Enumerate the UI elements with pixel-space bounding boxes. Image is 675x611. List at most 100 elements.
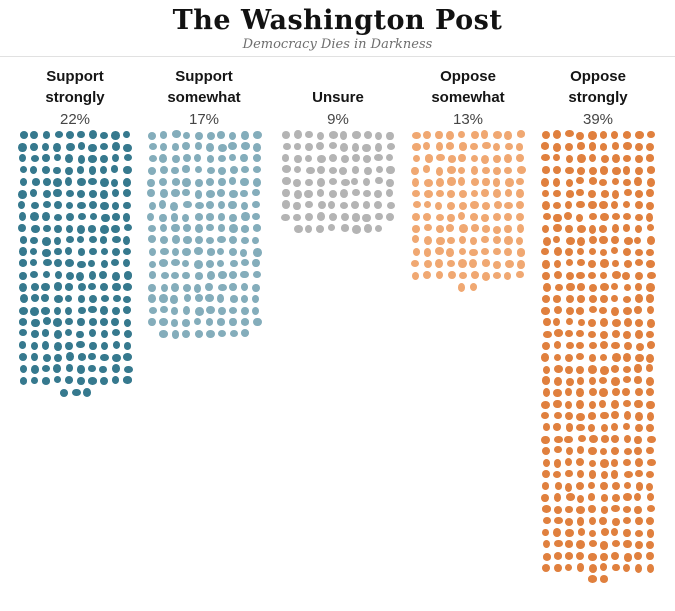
dot bbox=[542, 365, 550, 375]
category-label-line: somewhat bbox=[167, 89, 241, 106]
dot bbox=[171, 188, 180, 197]
dot bbox=[77, 155, 86, 164]
dot bbox=[588, 142, 597, 151]
dot bbox=[182, 178, 191, 187]
dot bbox=[634, 399, 643, 409]
dot bbox=[101, 213, 110, 223]
dot bbox=[183, 283, 192, 292]
dot bbox=[492, 260, 501, 270]
dot bbox=[554, 540, 563, 548]
dot bbox=[253, 154, 262, 162]
dot bbox=[100, 341, 108, 350]
dot bbox=[112, 341, 120, 349]
dot bbox=[30, 330, 39, 339]
dot bbox=[611, 294, 619, 303]
dot bbox=[588, 305, 598, 314]
dot bbox=[577, 259, 585, 267]
dot bbox=[31, 225, 40, 234]
dot bbox=[576, 329, 585, 337]
dot bbox=[159, 143, 168, 151]
dot bbox=[42, 270, 51, 278]
dot bbox=[554, 329, 563, 337]
dot bbox=[611, 377, 620, 387]
dot bbox=[553, 506, 563, 515]
dot bbox=[424, 260, 433, 269]
dot bbox=[216, 259, 225, 267]
dot bbox=[64, 295, 73, 303]
dot bbox=[412, 143, 421, 151]
dot bbox=[66, 143, 75, 152]
dot bbox=[194, 307, 204, 316]
dot bbox=[646, 482, 654, 491]
dot bbox=[599, 178, 608, 186]
dot bbox=[565, 400, 573, 409]
dot bbox=[588, 212, 597, 220]
category-label-line: Support bbox=[175, 68, 233, 85]
dot bbox=[218, 306, 227, 316]
dot bbox=[42, 353, 51, 362]
category-percent: 17% bbox=[188, 111, 220, 128]
dot bbox=[553, 551, 563, 560]
dot bbox=[281, 165, 291, 173]
dot bbox=[43, 259, 52, 267]
dot bbox=[72, 389, 81, 397]
dot bbox=[193, 283, 201, 293]
dot bbox=[646, 236, 656, 245]
dot bbox=[634, 564, 642, 573]
dot bbox=[470, 154, 479, 163]
dot bbox=[576, 506, 585, 514]
dot bbox=[600, 459, 609, 468]
dot bbox=[492, 236, 501, 245]
dot bbox=[206, 306, 215, 315]
dot bbox=[340, 189, 349, 198]
dot bbox=[492, 271, 502, 279]
category-label-line: strongly bbox=[45, 89, 105, 106]
dot bbox=[635, 201, 643, 209]
dot bbox=[470, 142, 479, 151]
dot bbox=[100, 318, 108, 326]
dot bbox=[588, 424, 596, 433]
dot bbox=[122, 247, 132, 256]
dot bbox=[577, 142, 585, 150]
dot bbox=[65, 212, 74, 221]
dot bbox=[446, 248, 454, 257]
dot bbox=[436, 225, 444, 233]
dot bbox=[565, 482, 573, 492]
dot bbox=[362, 201, 370, 209]
dot bbox=[77, 224, 86, 234]
dot bbox=[599, 248, 608, 257]
dot bbox=[575, 482, 585, 490]
dot bbox=[481, 259, 491, 267]
category-label-line: Support bbox=[46, 68, 104, 85]
dot bbox=[316, 178, 326, 187]
dot bbox=[646, 283, 655, 292]
dot bbox=[566, 237, 575, 246]
dot bbox=[205, 190, 215, 198]
dot bbox=[100, 353, 110, 361]
dot bbox=[252, 259, 260, 268]
dot bbox=[599, 166, 609, 175]
dot bbox=[77, 130, 86, 139]
dot bbox=[54, 247, 62, 256]
dot bbox=[99, 271, 107, 280]
dot bbox=[41, 364, 50, 372]
dot bbox=[635, 225, 643, 233]
dot bbox=[362, 189, 371, 198]
dot bbox=[588, 459, 597, 468]
dot bbox=[88, 365, 96, 373]
newspaper-logo: The Washington Post bbox=[172, 5, 503, 36]
dot bbox=[386, 153, 394, 161]
dot bbox=[646, 424, 654, 432]
dot bbox=[160, 305, 169, 314]
dot bbox=[611, 247, 619, 255]
dot bbox=[504, 154, 512, 164]
dot bbox=[634, 154, 643, 164]
dot bbox=[622, 212, 632, 220]
dot bbox=[293, 178, 301, 187]
dot bbox=[122, 188, 131, 197]
dot bbox=[123, 235, 131, 245]
dot bbox=[492, 178, 501, 187]
dot bbox=[458, 201, 467, 210]
dot bbox=[412, 154, 420, 163]
